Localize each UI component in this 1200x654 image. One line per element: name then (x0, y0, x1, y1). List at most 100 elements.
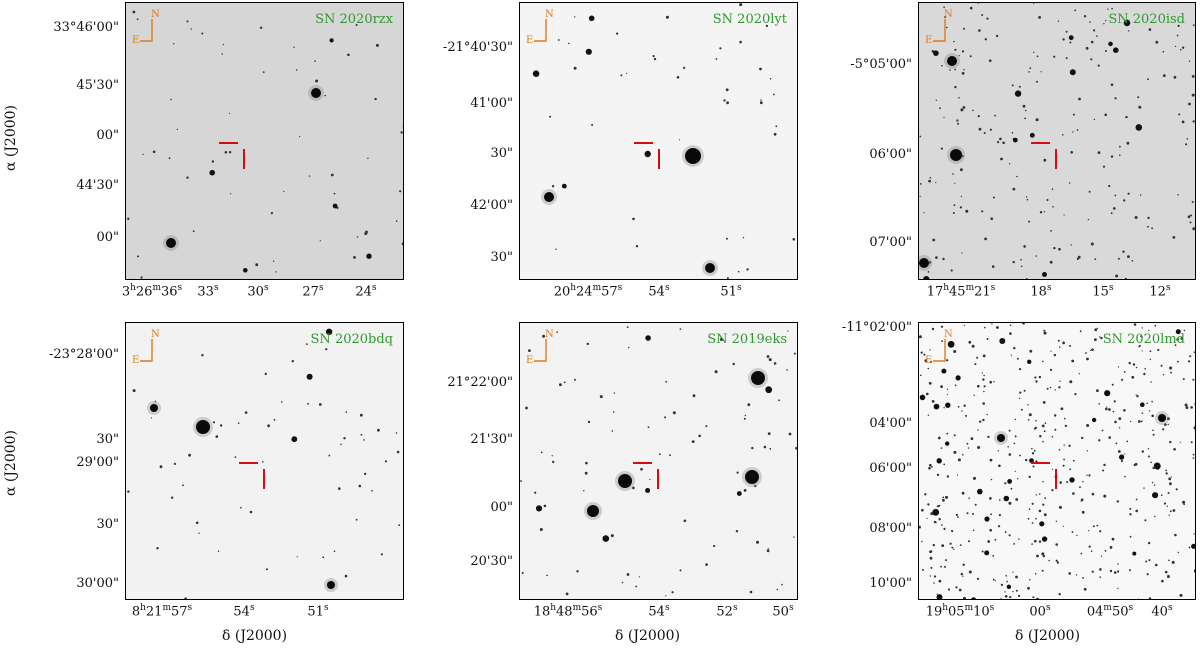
star (1033, 51, 1035, 54)
star (1141, 412, 1144, 414)
star (705, 563, 708, 566)
star (325, 348, 328, 351)
star (983, 132, 986, 134)
star (395, 432, 398, 434)
star (333, 192, 336, 195)
star (744, 414, 746, 417)
star (1188, 279, 1190, 280)
star (987, 540, 991, 543)
star (920, 374, 922, 377)
star (927, 367, 930, 370)
star (1191, 543, 1195, 549)
star (969, 55, 972, 58)
star (1148, 329, 1150, 331)
star (1026, 196, 1028, 198)
star (1090, 550, 1093, 552)
star (1051, 468, 1054, 470)
star (1113, 47, 1119, 53)
star (1036, 597, 1039, 599)
star (1123, 371, 1126, 373)
star (664, 416, 667, 419)
x-tick-label: 15s (1092, 283, 1114, 300)
star (1174, 45, 1177, 48)
star (739, 3, 743, 7)
star (773, 132, 777, 136)
star (1055, 559, 1058, 562)
star (255, 263, 259, 267)
star (1190, 441, 1193, 444)
star (683, 519, 687, 523)
star (1113, 207, 1116, 210)
star (968, 340, 972, 344)
star (234, 456, 237, 458)
star (1049, 386, 1052, 389)
star (1188, 546, 1191, 549)
star (1143, 372, 1146, 376)
compass-north-label: N (545, 329, 554, 340)
star (983, 385, 986, 388)
star (961, 50, 965, 53)
star (1091, 348, 1094, 351)
star (1182, 378, 1185, 380)
bright-star (618, 474, 632, 488)
star (989, 458, 993, 462)
star (249, 510, 253, 514)
star (968, 497, 970, 499)
star (1169, 482, 1172, 486)
star (1015, 589, 1018, 592)
star (1031, 452, 1035, 455)
star (1093, 118, 1096, 121)
star (1194, 569, 1195, 573)
compass-east-label: E (526, 35, 534, 46)
star (1027, 586, 1030, 590)
star (1050, 350, 1052, 352)
star (713, 544, 716, 548)
star (786, 369, 788, 371)
star (1150, 381, 1152, 383)
star (961, 155, 964, 158)
star (766, 549, 770, 553)
star (266, 568, 268, 571)
star (772, 93, 775, 96)
star (943, 6, 945, 8)
star (610, 534, 614, 538)
star (1069, 468, 1071, 471)
y-tick-label: -23°28'00" (48, 347, 119, 362)
star (1113, 400, 1116, 403)
star (963, 324, 965, 327)
star (344, 574, 348, 578)
star (1127, 192, 1130, 195)
star (767, 548, 769, 550)
star (270, 212, 273, 215)
star (952, 173, 954, 175)
star (184, 597, 187, 599)
star (1138, 105, 1142, 109)
star (1046, 199, 1049, 201)
star (1123, 199, 1126, 202)
star (1151, 400, 1153, 403)
star (1192, 453, 1195, 456)
star (542, 334, 546, 338)
star (954, 182, 956, 184)
x-tick-label: 51s (720, 283, 742, 300)
star (1143, 487, 1145, 489)
star (1193, 533, 1195, 535)
star (1137, 598, 1140, 599)
star (990, 217, 993, 220)
star (314, 60, 316, 62)
star (1140, 194, 1142, 196)
star (628, 346, 630, 349)
star (1042, 503, 1045, 506)
star (1140, 335, 1143, 338)
star (920, 351, 923, 354)
star (645, 488, 651, 493)
star (946, 475, 950, 478)
star (1169, 510, 1172, 513)
bright-star (1158, 414, 1166, 422)
star (1071, 531, 1074, 533)
star (647, 426, 650, 428)
star (959, 544, 962, 546)
star (929, 550, 932, 554)
star (1051, 489, 1054, 492)
star (972, 513, 974, 515)
